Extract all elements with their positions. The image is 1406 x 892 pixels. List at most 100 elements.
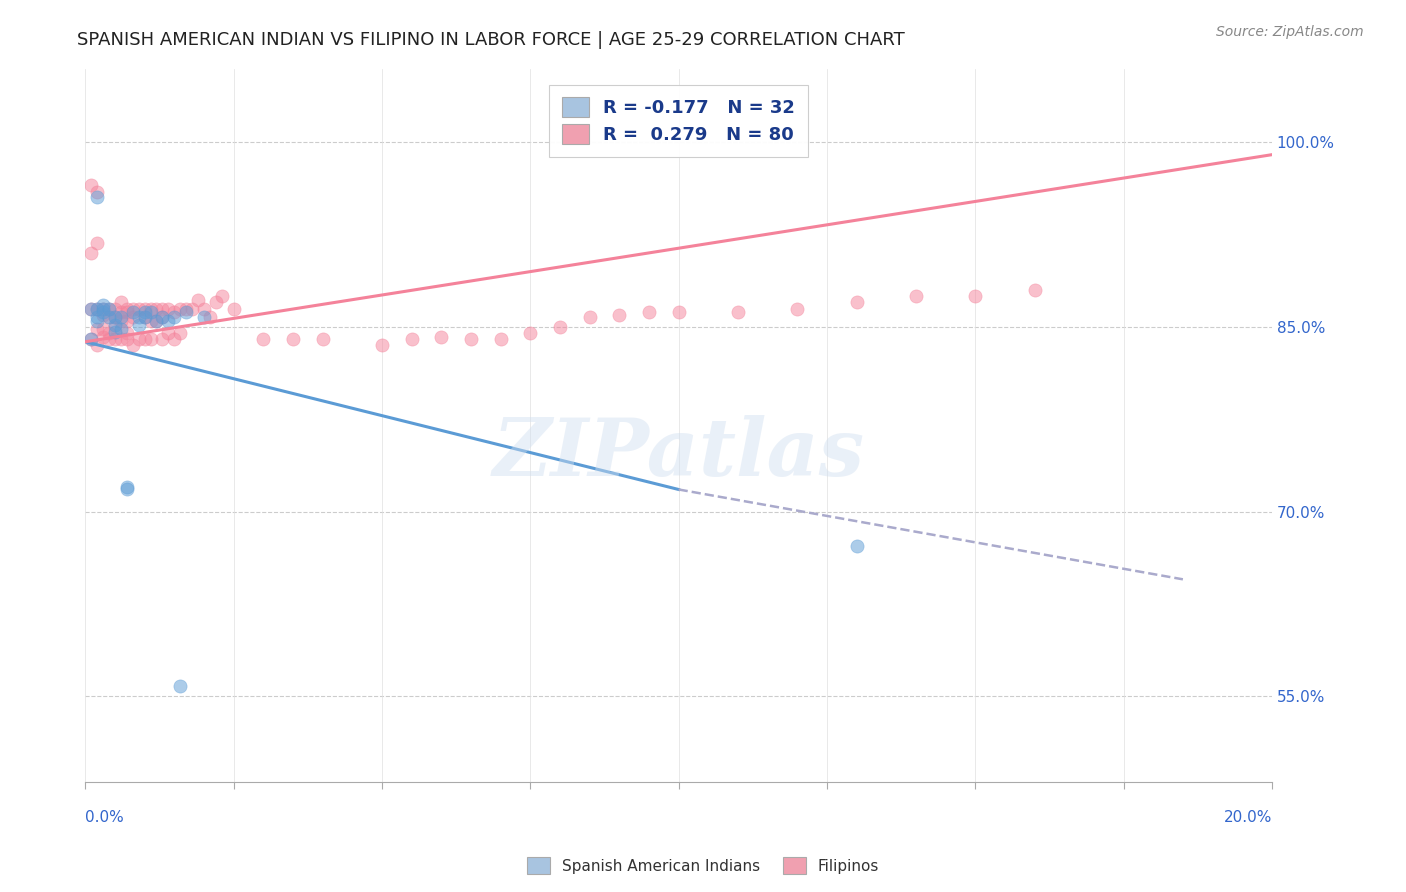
Point <box>121 305 143 319</box>
Point <box>786 301 808 316</box>
Point <box>86 310 108 325</box>
Point <box>80 332 103 346</box>
Point <box>91 330 114 344</box>
Point <box>198 310 221 325</box>
Point <box>607 308 630 322</box>
Point <box>115 301 138 316</box>
Point <box>104 318 127 332</box>
Point <box>104 320 127 334</box>
Point <box>121 310 143 325</box>
Point <box>578 310 600 325</box>
Point <box>121 338 143 352</box>
Text: Source: ZipAtlas.com: Source: ZipAtlas.com <box>1216 25 1364 39</box>
Point <box>134 305 156 319</box>
Point <box>104 332 127 346</box>
Point <box>169 680 191 694</box>
Point <box>110 305 132 319</box>
Point <box>91 322 114 336</box>
Point <box>727 305 749 319</box>
Legend: R = -0.177   N = 32, R =  0.279   N = 80: R = -0.177 N = 32, R = 0.279 N = 80 <box>550 85 808 157</box>
Point <box>163 310 186 325</box>
Point <box>157 301 180 316</box>
Point <box>86 236 108 251</box>
Point <box>145 314 167 328</box>
Point <box>187 293 209 307</box>
Point <box>157 326 180 340</box>
Point <box>110 310 132 325</box>
Point <box>139 305 162 319</box>
Point <box>638 305 661 319</box>
Point <box>115 332 138 346</box>
Point <box>104 310 127 325</box>
Point <box>115 314 138 328</box>
Point <box>91 305 114 319</box>
Point <box>1024 283 1046 297</box>
Point <box>205 295 228 310</box>
Point <box>80 301 103 316</box>
Point <box>152 310 174 325</box>
Point <box>80 332 103 346</box>
Point <box>152 301 174 316</box>
Point <box>91 308 114 322</box>
Point <box>115 326 138 340</box>
Point <box>311 332 333 346</box>
Point <box>193 310 215 325</box>
Point <box>668 305 690 319</box>
Point <box>181 301 204 316</box>
Point <box>128 318 150 332</box>
Point <box>128 301 150 316</box>
Point <box>134 301 156 316</box>
Legend: Spanish American Indians, Filipinos: Spanish American Indians, Filipinos <box>520 851 886 880</box>
Point <box>86 322 108 336</box>
Point <box>169 301 191 316</box>
Point <box>91 298 114 312</box>
Text: SPANISH AMERICAN INDIAN VS FILIPINO IN LABOR FORCE | AGE 25-29 CORRELATION CHART: SPANISH AMERICAN INDIAN VS FILIPINO IN L… <box>77 31 905 49</box>
Point <box>121 301 143 316</box>
Point <box>104 325 127 339</box>
Point <box>110 295 132 310</box>
Point <box>86 338 108 352</box>
Point <box>139 314 162 328</box>
Point <box>430 330 453 344</box>
Point <box>157 314 180 328</box>
Point <box>98 326 121 340</box>
Point <box>145 301 167 316</box>
Point <box>128 332 150 346</box>
Point <box>371 338 394 352</box>
Point <box>174 305 197 319</box>
Point <box>104 301 127 316</box>
Point <box>174 301 197 316</box>
Point <box>104 310 127 325</box>
Point <box>193 301 215 316</box>
Point <box>965 289 987 303</box>
Point <box>845 295 868 310</box>
Point <box>252 332 274 346</box>
Text: 0.0%: 0.0% <box>86 810 124 824</box>
Point <box>98 301 121 316</box>
Point <box>98 301 121 316</box>
Point <box>98 332 121 346</box>
Point <box>110 314 132 328</box>
Point <box>134 310 156 325</box>
Point <box>548 320 571 334</box>
Point <box>519 326 541 340</box>
Point <box>845 539 868 553</box>
Point <box>152 310 174 325</box>
Point <box>489 332 512 346</box>
Point <box>98 310 121 325</box>
Point <box>460 332 482 346</box>
Text: ZIPatlas: ZIPatlas <box>492 416 865 492</box>
Point <box>163 305 186 319</box>
Point <box>115 305 138 319</box>
Point <box>110 322 132 336</box>
Point <box>139 332 162 346</box>
Point <box>152 332 174 346</box>
Point <box>281 332 304 346</box>
Point <box>163 332 186 346</box>
Point <box>169 326 191 340</box>
Point <box>86 185 108 199</box>
Point <box>222 301 245 316</box>
Point <box>115 480 138 494</box>
Point <box>86 301 108 316</box>
Point <box>91 301 114 316</box>
